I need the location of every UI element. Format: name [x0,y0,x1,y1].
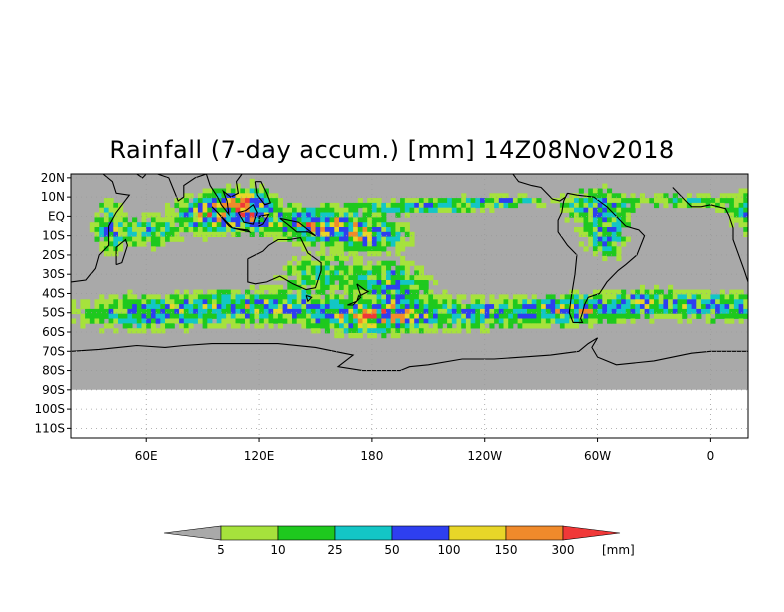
plot-frame [70,173,749,439]
lon-tick-label: 0 [707,449,715,463]
lat-tick-label: 10N [41,190,65,204]
legend-swatch [220,525,279,541]
longitude-tick-labels: 60E120E180120W60W060E [135,449,715,463]
legend-swatch [505,525,564,541]
legend-threshold-label: 10 [270,543,285,557]
lat-tick-label: 60S [42,325,65,339]
rainfall-field [71,174,748,390]
legend-swatch [391,525,450,541]
lat-lon-grid [67,174,748,442]
lat-tick-label: 100S [34,402,65,416]
lat-tick-label: 30S [42,267,65,281]
lon-tick-label: 120W [467,449,502,463]
legend-threshold-label: 5 [217,543,225,557]
legend-threshold-label: 300 [552,543,575,557]
lat-tick-label: 110S [34,421,65,435]
lat-tick-label: 40S [42,286,65,300]
lon-tick-label: 180 [360,449,383,463]
legend-swatch [562,525,621,541]
legend-swatch [277,525,336,541]
lon-tick-label: 60E [135,449,158,463]
legend-threshold-label: 150 [495,543,518,557]
lat-tick-label: 70S [42,344,65,358]
legend-swatch [163,525,222,541]
legend-threshold-label: 100 [438,543,461,557]
latitude-tick-labels: 20N 10N EQ 10S 20S 30S 40S 50S 60S 70S 80S 90S 100S 1… [34,171,65,436]
map-title: Rainfall (7-day accum.) [mm] 14Z08Nov201… [109,136,675,164]
lat-tick-label: 80S [42,364,65,378]
lon-tick-label: 120E [244,449,275,463]
legend-threshold-label: 50 [384,543,399,557]
legend-unit: [mm] [602,543,635,557]
color-legend: 5 10 25 50 100 150 300 [mm] [163,525,635,557]
lat-tick-label: EQ [48,209,65,223]
lat-tick-label: 90S [42,383,65,397]
legend-swatch [334,525,393,541]
coastlines [71,174,748,372]
lat-tick-label: 20S [42,248,65,262]
lat-tick-label: 20N [41,171,65,185]
legend-threshold-label: 25 [327,543,342,557]
lat-tick-label: 50S [42,306,65,320]
legend-swatch [448,525,507,541]
lat-tick-label: 10S [42,229,65,243]
lon-tick-label: 60W [584,449,611,463]
